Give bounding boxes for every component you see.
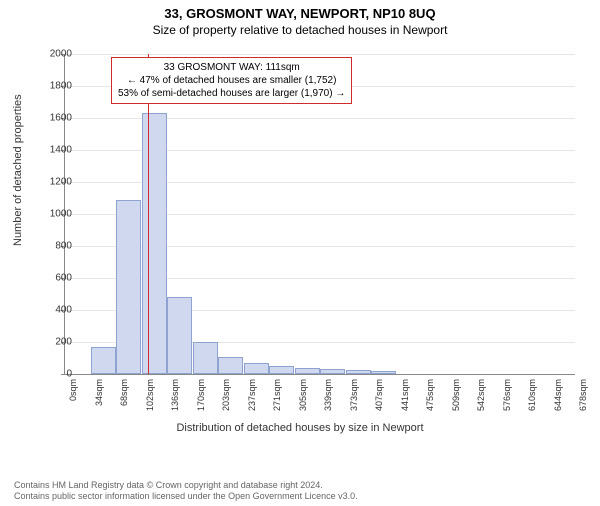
ytick-label: 1200 xyxy=(42,177,72,188)
ytick-label: 1000 xyxy=(42,209,72,220)
xtick-label: 339sqm xyxy=(323,379,333,419)
footer-line2: Contains public sector information licen… xyxy=(14,491,358,502)
ytick-label: 1600 xyxy=(42,113,72,124)
xtick-label: 475sqm xyxy=(425,379,435,419)
xtick-label: 644sqm xyxy=(553,379,563,419)
histogram-bar xyxy=(218,357,243,374)
x-axis-label: Distribution of detached houses by size … xyxy=(14,422,586,434)
ytick-label: 2000 xyxy=(42,49,72,60)
footer-line1: Contains HM Land Registry data © Crown c… xyxy=(14,480,358,491)
histogram-bar xyxy=(320,369,345,374)
y-axis-label: Number of detached properties xyxy=(12,94,24,246)
ytick-label: 1800 xyxy=(42,81,72,92)
xtick-label: 576sqm xyxy=(502,379,512,419)
xtick-label: 68sqm xyxy=(119,379,129,419)
histogram-bar xyxy=(244,363,269,374)
histogram-bar xyxy=(269,366,294,374)
ytick-label: 400 xyxy=(42,305,72,316)
annotation-line2: ← 47% of detached houses are smaller (1,… xyxy=(118,74,345,87)
footer: Contains HM Land Registry data © Crown c… xyxy=(14,480,358,502)
ytick-label: 600 xyxy=(42,273,72,284)
ytick-label: 0 xyxy=(42,369,72,380)
page-subtitle: Size of property relative to detached ho… xyxy=(0,23,600,37)
histogram-bar xyxy=(142,113,167,374)
xtick-label: 136sqm xyxy=(170,379,180,419)
histogram-bar xyxy=(371,371,396,374)
annotation-box: 33 GROSMONT WAY: 111sqm ← 47% of detache… xyxy=(111,57,352,104)
ytick-label: 800 xyxy=(42,241,72,252)
gridline xyxy=(65,54,575,55)
xtick-label: 373sqm xyxy=(349,379,359,419)
annotation-line3: 53% of semi-detached houses are larger (… xyxy=(118,87,345,100)
chart-container: Number of detached properties 33 GROSMON… xyxy=(14,46,586,446)
xtick-label: 102sqm xyxy=(145,379,155,419)
histogram-bar xyxy=(193,342,218,374)
xtick-label: 0sqm xyxy=(68,379,78,419)
histogram-bar xyxy=(346,370,371,374)
annotation-line1: 33 GROSMONT WAY: 111sqm xyxy=(118,61,345,74)
histogram-bar xyxy=(295,368,320,374)
xtick-label: 407sqm xyxy=(374,379,384,419)
xtick-label: 441sqm xyxy=(400,379,410,419)
xtick-label: 542sqm xyxy=(476,379,486,419)
histogram-bar xyxy=(116,200,141,374)
page-title: 33, GROSMONT WAY, NEWPORT, NP10 8UQ xyxy=(0,6,600,21)
xtick-label: 203sqm xyxy=(221,379,231,419)
xtick-label: 34sqm xyxy=(94,379,104,419)
xtick-label: 170sqm xyxy=(196,379,206,419)
xtick-label: 610sqm xyxy=(527,379,537,419)
histogram-bar xyxy=(167,297,192,374)
ytick-label: 1400 xyxy=(42,145,72,156)
xtick-label: 678sqm xyxy=(578,379,588,419)
ytick-label: 200 xyxy=(42,337,72,348)
plot-area: 33 GROSMONT WAY: 111sqm ← 47% of detache… xyxy=(64,54,575,375)
xtick-label: 237sqm xyxy=(247,379,257,419)
xtick-label: 305sqm xyxy=(298,379,308,419)
xtick-label: 509sqm xyxy=(451,379,461,419)
xtick-label: 271sqm xyxy=(272,379,282,419)
histogram-bar xyxy=(91,347,116,374)
